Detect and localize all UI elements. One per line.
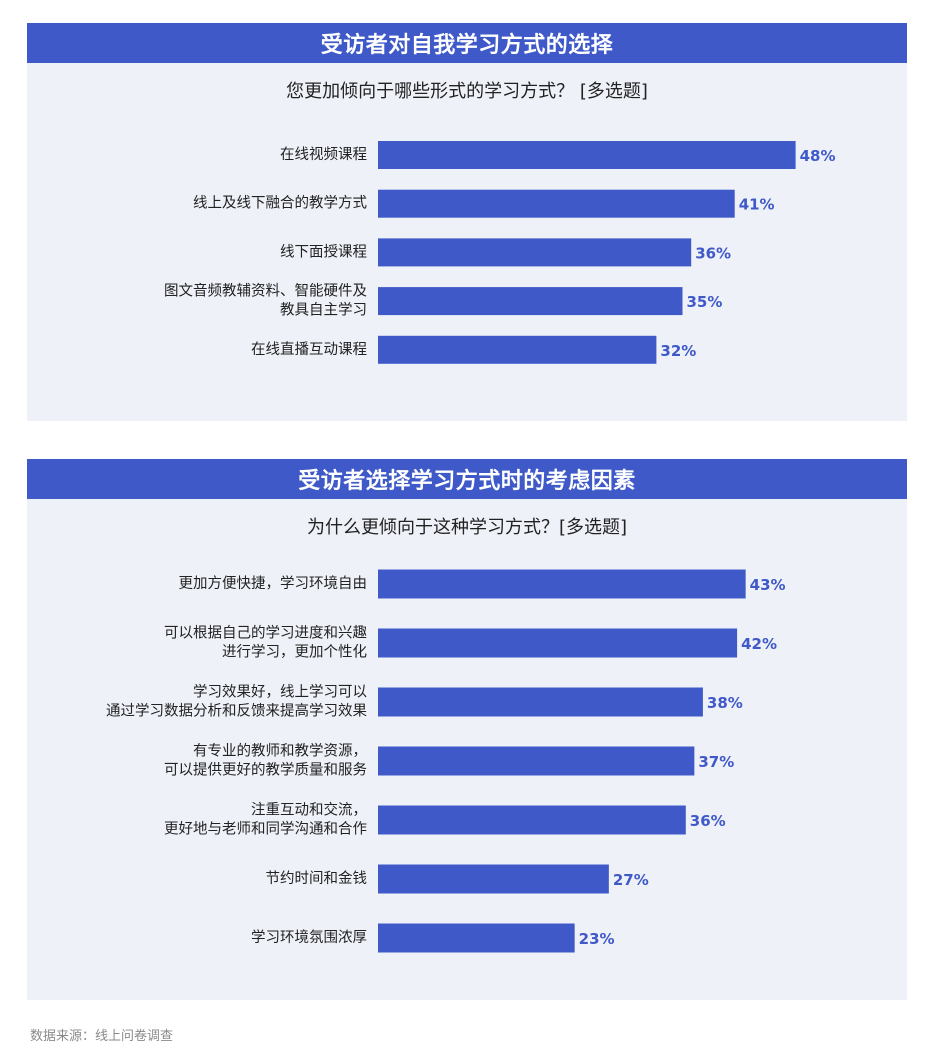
category-label: 通过学习数据分析和反馈来提高学习效果: [106, 703, 367, 720]
bar-3: [378, 287, 683, 316]
data-source-note: 数据来源：线上问卷调查: [30, 1029, 174, 1044]
bar-0: [378, 569, 746, 599]
value-label: 23%: [579, 930, 615, 948]
category-label: 进行学习，更加个性化: [222, 644, 367, 661]
category-label: 教具自主学习: [280, 302, 367, 319]
value-label: 38%: [707, 694, 743, 712]
category-label: 更加方便快捷，学习环境自由: [179, 574, 368, 592]
panel-subtitle: 为什么更倾向于这种学习方式？[多选题]: [306, 517, 628, 538]
bar-2: [378, 687, 703, 717]
category-label: 学习效果好，线上学习可以: [193, 684, 367, 701]
category-label: 有专业的教师和教学资源，: [193, 743, 367, 760]
category-label: 注重互动和交流，: [251, 801, 367, 819]
bar-6: [378, 923, 575, 953]
category-label: 图文音频教辅资料、智能硬件及: [164, 283, 367, 300]
panel-subtitle: 您更加倾向于哪些形式的学习方式？ [多选题]: [286, 81, 648, 102]
category-label: 在线直播互动课程: [251, 341, 367, 358]
bar-1: [378, 189, 735, 218]
bar-4: [378, 805, 686, 835]
value-label: 27%: [613, 871, 649, 889]
value-label: 42%: [741, 635, 777, 653]
value-label: 43%: [750, 576, 786, 594]
bar-chart-choice-factors: 更加方便快捷，学习环境自由 43% 可以根据自己的学习进度和兴趣进行学习，更加个性化…: [106, 569, 786, 953]
value-label: 48%: [800, 147, 836, 165]
bar-1: [378, 628, 738, 658]
bar-0: [378, 141, 796, 169]
bar-3: [378, 746, 695, 776]
chart-panel-2: 受访者选择学习方式时的考虑因素 为什么更倾向于这种学习方式？[多选题] 更加方便…: [27, 459, 907, 1000]
value-label: 37%: [698, 753, 734, 771]
category-label: 线上及线下融合的教学方式: [193, 195, 367, 212]
category-label: 节约时间和金钱: [266, 870, 368, 887]
category-label: 学习环境氛围浓厚: [251, 928, 367, 946]
value-label: 41%: [739, 196, 775, 214]
panel-title: 受访者对自我学习方式的选择: [27, 23, 907, 63]
bar-5: [378, 864, 609, 894]
value-label: 32%: [660, 342, 696, 360]
value-label: 36%: [695, 244, 731, 262]
value-label: 35%: [687, 293, 723, 311]
value-label: 36%: [690, 812, 726, 830]
category-label: 在线视频课程: [280, 146, 367, 163]
bar-4: [378, 335, 657, 364]
panel-title: 受访者选择学习方式时的考虑因素: [27, 459, 907, 499]
bar-chart-learning-methods: 在线视频课程 48% 线上及线下融合的教学方式 41% 线下面授课程 36% 图文音频教辅资…: [164, 141, 836, 364]
category-label: 可以根据自己的学习进度和兴趣: [164, 625, 367, 642]
category-label: 可以提供更好的教学质量和服务: [164, 762, 367, 779]
category-label: 更好地与老师和同学沟通和合作: [164, 821, 367, 838]
bar-2: [378, 238, 692, 267]
chart-panel-1: 受访者对自我学习方式的选择 您更加倾向于哪些形式的学习方式？ [多选题] 在线视…: [27, 23, 907, 421]
category-label: 线下面授课程: [280, 243, 367, 260]
